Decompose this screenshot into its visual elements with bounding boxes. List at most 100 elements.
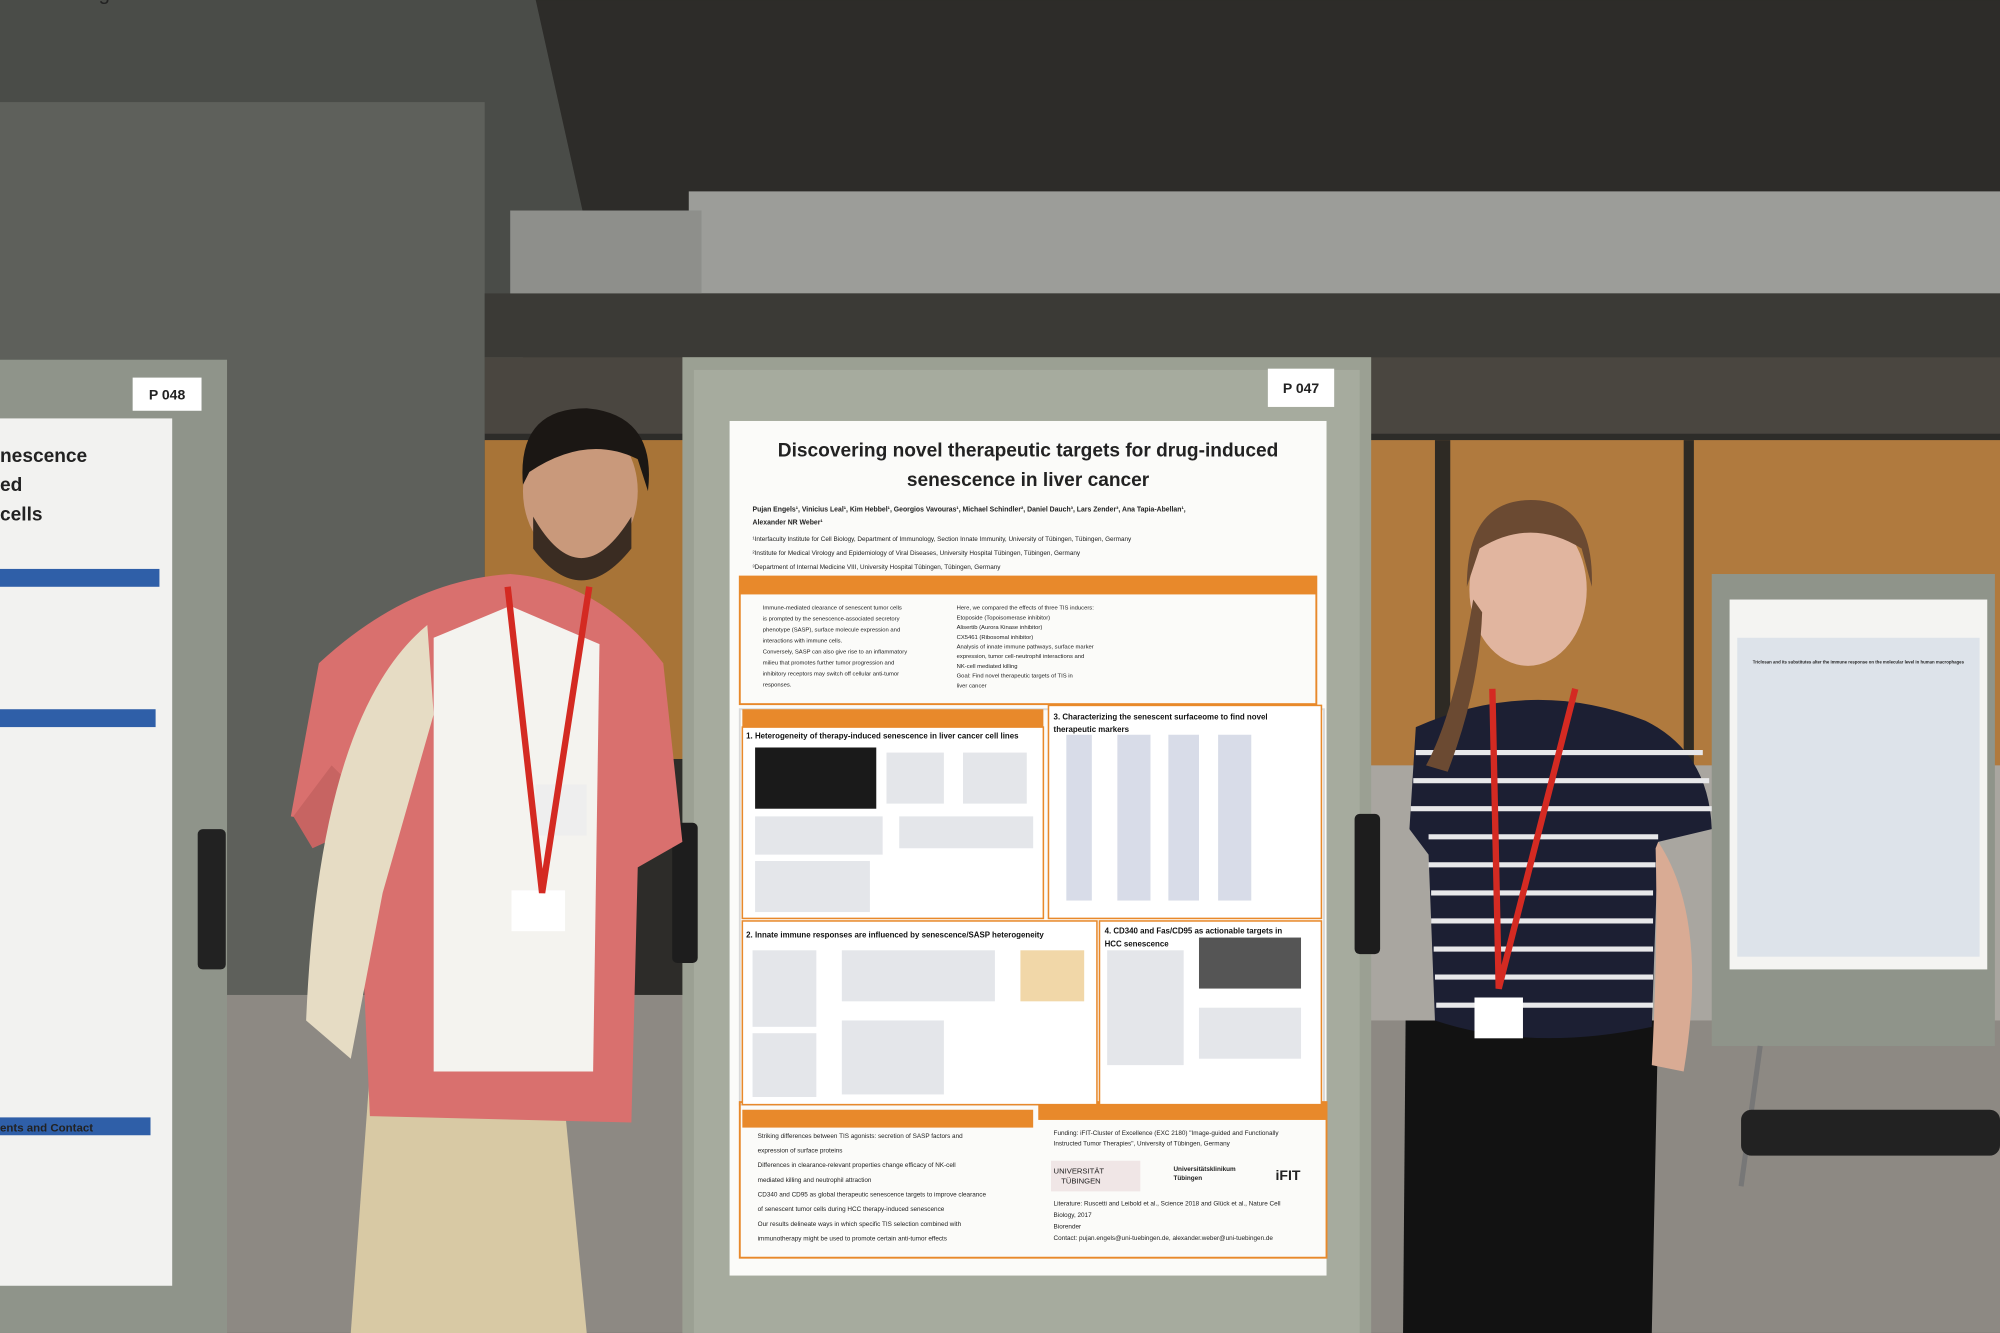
figure-placeholders-rect <box>841 950 995 1002</box>
intro-text: Goal: Find novel therapeutic targets of … <box>957 674 1073 680</box>
person-man-path <box>533 516 632 581</box>
right-board-rect <box>1737 637 1980 957</box>
figure-placeholders-rect <box>755 747 877 809</box>
logo-text: Universitätsklinikum <box>1173 1166 1236 1173</box>
poster-authors: Alexander NR Weber¹ <box>753 519 824 526</box>
figure-placeholders-rect <box>1020 950 1085 1002</box>
ack-text: Instructed Tumor Therapies", University … <box>1054 1140 1231 1147</box>
background-rect <box>1434 440 1451 772</box>
background-rect <box>1683 440 1694 772</box>
panel-title: HCC senescence <box>1105 939 1170 948</box>
intro-text: liver cancer <box>957 683 987 689</box>
right-board-rect <box>1741 1109 2000 1156</box>
intro-text: Here, we compared the effects of three T… <box>957 606 1095 612</box>
figure-placeholders-rect <box>1218 734 1252 901</box>
background-rect <box>688 191 2000 294</box>
left-board <box>0 359 228 1333</box>
intro-text: phenotype (SASP), surface molecule expre… <box>763 628 900 634</box>
person-woman-path <box>1489 688 1579 990</box>
left-board-rect <box>132 377 202 411</box>
ack-text: Literature: Ruscetti and Leibold et al.,… <box>1054 1200 1281 1207</box>
left-board-rect <box>0 568 160 587</box>
person-woman-path <box>1403 1020 1659 1333</box>
person-man-path <box>504 586 593 894</box>
ack-text: Funding: iFIT-Cluster of Excellence (EXC… <box>1054 1130 1280 1137</box>
section-heading: Acknowledgements & Contact <box>0 0 272 5</box>
figure-placeholders-rect <box>1198 937 1302 989</box>
figure-placeholders-rect <box>1168 734 1199 901</box>
figure-placeholders-rect <box>752 1033 817 1097</box>
person-man-path <box>306 625 434 1059</box>
main-board-rect <box>672 822 698 964</box>
person-woman-path <box>1466 500 1592 587</box>
intro-text: Conversely, SASP can also give rise to a… <box>763 650 907 656</box>
figure-placeholders-rect <box>841 1020 944 1095</box>
left-board-rect <box>197 829 226 970</box>
left-poster-title: nescence <box>0 446 87 467</box>
person-woman-path <box>1426 599 1483 772</box>
intro-text: NK-cell mediated killing <box>957 664 1018 670</box>
figure-placeholders <box>752 734 1302 1192</box>
intro-text: inhibitory receptors may switch off cell… <box>763 672 899 678</box>
conclusion-text: Our results delineate ways in which spec… <box>758 1221 962 1228</box>
right-board <box>1711 574 2000 1187</box>
panel-title: 2. Innate immune responses are influence… <box>746 931 1044 940</box>
poster-affiliation: ¹Interfaculty Institute for Cell Biology… <box>753 536 1132 543</box>
poster-bars-rect <box>1038 1102 1327 1120</box>
figure-placeholders-rect <box>755 816 883 855</box>
panel-title: 3. Characterizing the senescent surfaceo… <box>1054 712 1268 721</box>
person-man-path <box>522 408 649 492</box>
intro-text: Analysis of innate immune pathways, surf… <box>957 645 1094 651</box>
left-board-rect <box>0 709 156 728</box>
section-heading: Introduction <box>0 0 107 5</box>
main-board-rect <box>1267 368 1335 407</box>
person-woman <box>1403 500 1712 1333</box>
intro-text: Etoposide (Topoisomerase inhibitor) <box>957 615 1051 621</box>
intro-text: CX5461 (Ribosomal inhibitor) <box>957 635 1034 641</box>
figure-placeholders-rect <box>1117 734 1151 901</box>
board-label: P 048 <box>149 386 186 402</box>
poster-authors: Pujan Engels¹, Vinicius Leal¹, Kim Hebbe… <box>753 507 1186 514</box>
main-board-rect <box>1354 813 1381 955</box>
person-man-path <box>433 605 600 1072</box>
left-poster-title: ed <box>0 475 22 496</box>
poster-bars-rect <box>739 576 1317 595</box>
logo-text: UNIVERSITÄT <box>1054 1167 1105 1176</box>
conclusion-text: mediated killing and neutrophil attracti… <box>758 1177 872 1184</box>
left-board-rect <box>0 418 173 1286</box>
intro-text: expression, tumor cell-neutrophil intera… <box>957 654 1085 660</box>
logo-text: Tübingen <box>1173 1175 1202 1182</box>
section-heading: Results <box>0 0 68 5</box>
figure-placeholders-rect <box>1107 950 1184 1066</box>
intro-text: Immune-mediated clearance of senescent t… <box>763 606 902 612</box>
conclusion-text: Striking differences between TIS agonist… <box>758 1133 963 1140</box>
figure-placeholders-rect <box>899 816 1034 849</box>
person-man-path <box>350 1071 587 1333</box>
conclusion-text: of senescent tumor cells during HCC ther… <box>758 1206 945 1213</box>
panel-title: 1. Heterogeneity of therapy-induced sene… <box>746 732 1019 741</box>
figure-placeholders-rect <box>1066 734 1092 901</box>
person-woman-g <box>1410 750 1712 1008</box>
left-poster-heading: ents and Contact <box>0 1122 93 1134</box>
intro-text: interactions with immune cells. <box>763 639 843 645</box>
poster-bars-rect <box>742 1109 1034 1128</box>
section-heading: Conclusions <box>0 0 111 5</box>
poster-text: P 048 P 047 Discovering novel therapeutic … <box>0 0 1965 1242</box>
conclusion-text: CD340 and CD95 as global therapeutic sen… <box>758 1191 987 1198</box>
panel-title: therapeutic markers <box>1054 725 1130 734</box>
logo-text: iFIT <box>1276 1167 1301 1183</box>
figure-placeholders-rect <box>755 861 870 913</box>
intro-text: responses. <box>763 683 792 689</box>
panel-title: 4. CD340 and Fas/CD95 as actionable targ… <box>1105 927 1283 936</box>
poster-title: senescence in liver cancer <box>907 470 1150 491</box>
ack-text: Contact: pujan.engels@uni-tuebingen.de, … <box>1054 1235 1274 1242</box>
right-poster-title: Triclosan and its substitutes alter the … <box>1753 659 1965 664</box>
logo-text: TÜBINGEN <box>1061 1177 1100 1186</box>
board-label: P 047 <box>1283 380 1320 396</box>
poster-affiliation: ³Department of Internal Medicine VIII, U… <box>753 564 1002 571</box>
figure-placeholders-rect <box>963 752 1027 804</box>
left-poster-title: cells <box>0 504 43 525</box>
person-woman-ellipse <box>1469 512 1587 666</box>
poster-title: Discovering novel therapeutic targets fo… <box>778 441 1279 462</box>
